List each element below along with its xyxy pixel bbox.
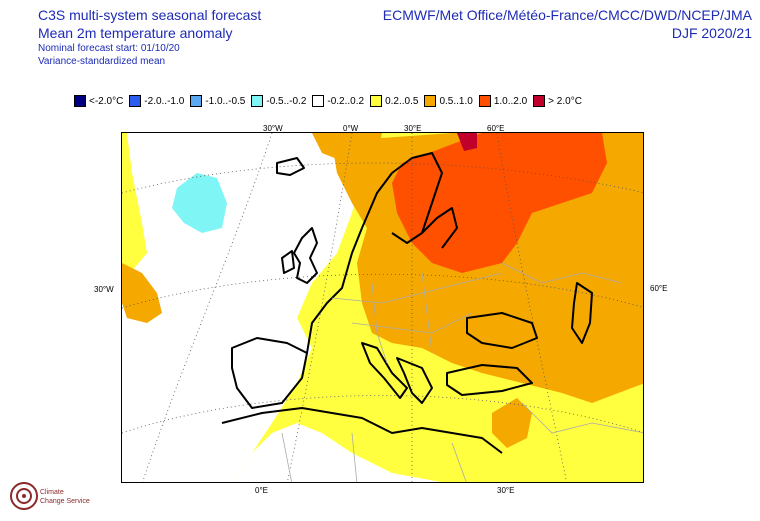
subtitle-line-2: Variance-standardized mean xyxy=(38,56,166,67)
graticule-label-bottom: 30°E xyxy=(497,486,515,495)
anomaly-region-extreme-warm xyxy=(457,133,477,151)
anomaly-region-moderate-warm-west xyxy=(122,263,162,323)
legend-item: -0.5..-0.2 xyxy=(251,95,306,107)
anomaly-region-moderate-warm-north xyxy=(312,133,382,163)
legend-item: 0.5..1.0 xyxy=(424,95,473,107)
legend-item: -1.0..-0.5 xyxy=(190,95,245,107)
legend-swatch xyxy=(533,95,546,107)
season-text: DJF 2020/21 xyxy=(671,25,752,41)
title-block: C3S multi-system seasonal forecast Mean … xyxy=(38,6,261,68)
legend-swatch xyxy=(129,95,142,107)
map-canvas xyxy=(122,133,643,482)
legend-item: > 2.0°C xyxy=(533,95,582,107)
legend-label: <-2.0°C xyxy=(89,95,124,107)
legend-label: -1.0..-0.5 xyxy=(205,95,246,107)
legend-label: -0.5..-0.2 xyxy=(266,95,307,107)
graticule-label-right: 60°E xyxy=(650,284,668,293)
anomaly-region-strong-warm xyxy=(392,133,607,273)
country-borders xyxy=(281,262,643,482)
systems-text: ECMWF/Met Office/Météo-France/CMCC/DWD/N… xyxy=(382,7,752,23)
legend-label: -2.0..-1.0 xyxy=(144,95,185,107)
graticule-label-top: 30°E xyxy=(404,124,422,133)
legend-label: -0.2..0.2 xyxy=(327,95,365,107)
graticule-label-top: 60°E xyxy=(487,124,505,133)
graticule-label-bottom: 0°E xyxy=(255,486,268,495)
title-line-2: Mean 2m temperature anomaly xyxy=(38,25,233,41)
anomaly-map xyxy=(121,132,644,483)
subtitle-line-1: Nominal forecast start: 01/10/20 xyxy=(38,43,180,54)
legend-swatch xyxy=(478,95,491,107)
legend-label: 0.2..0.5 xyxy=(385,95,419,107)
coastlines xyxy=(221,152,593,454)
legend-item: -0.2..0.2 xyxy=(312,95,364,107)
logo-mark-icon xyxy=(10,482,38,510)
anomaly-region-moderate-warm-southeast xyxy=(492,398,532,448)
legend-swatch xyxy=(424,95,437,107)
systems-block: ECMWF/Met Office/Météo-France/CMCC/DWD/N… xyxy=(383,6,752,42)
graticule xyxy=(122,133,643,482)
legend-item: 1.0..2.0 xyxy=(478,95,528,107)
logo-line-1: Climate xyxy=(40,489,64,496)
copernicus-logo xyxy=(6,476,116,516)
legend-label: > 2.0°C xyxy=(548,95,582,107)
legend-item: <-2.0°C xyxy=(74,95,123,107)
graticule-label-top: 30°W xyxy=(263,124,283,133)
color-legend: <-2.0°C -2.0..-1.0 -1.0..-0.5 -0.5..-0.2… xyxy=(74,95,582,107)
logo-text: Climate Change Service xyxy=(40,488,90,506)
legend-swatch xyxy=(370,95,383,107)
legend-item: -2.0..-1.0 xyxy=(129,95,184,107)
legend-swatch xyxy=(74,95,86,107)
graticule-label-top: 0°W xyxy=(343,124,359,133)
anomaly-region-weak-cool xyxy=(172,173,227,233)
legend-swatch xyxy=(251,95,264,107)
legend-swatch xyxy=(312,95,325,107)
title-line-1: C3S multi-system seasonal forecast xyxy=(38,7,262,23)
legend-item: 0.2..0.5 xyxy=(370,95,418,107)
legend-label: 0.5..1.0 xyxy=(439,95,473,107)
graticule-label-left: 30°W xyxy=(94,285,114,294)
legend-label: 1.0..2.0 xyxy=(493,95,528,107)
legend-swatch xyxy=(190,95,203,107)
logo-line-2: Change Service xyxy=(40,498,90,505)
anomaly-region-neutral-south xyxy=(233,423,442,482)
